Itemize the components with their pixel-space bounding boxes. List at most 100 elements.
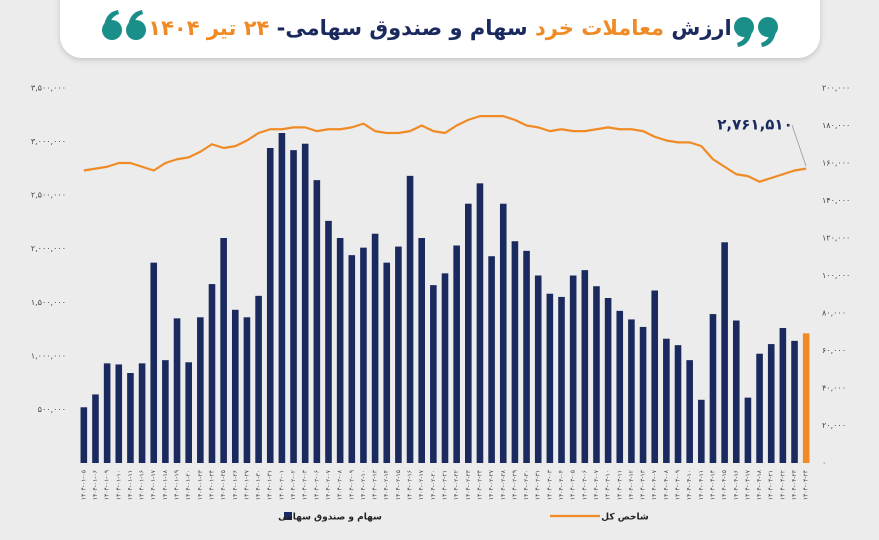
bar	[558, 296, 565, 463]
bar	[103, 363, 111, 463]
x-tick-label: ۱۴۰۴-۰۱-۱۰	[115, 470, 122, 500]
bar	[406, 175, 414, 463]
x-tick-label: ۱۴۰۴-۰۲-۲۹	[511, 470, 518, 500]
bar	[488, 256, 495, 463]
y-tick-label: ۲,۰۰۰,۰۰۰	[31, 244, 66, 253]
bar	[779, 328, 787, 463]
bar	[127, 373, 134, 463]
x-tick-label: ۱۴۰۴-۰۲-۲۰	[430, 470, 437, 500]
x-tick-label: ۱۴۰۴-۰۴-۲۳	[791, 469, 798, 500]
y2-tick-label: ۱۸۰,۰۰۰	[822, 121, 850, 130]
x-tick-label: ۱۴۰۴-۰۲-۲۲	[453, 470, 460, 500]
bar	[371, 233, 379, 463]
bar	[534, 275, 542, 463]
bar	[208, 284, 216, 463]
x-tick-label: ۱۴۰۴-۰۲-۳۰	[523, 470, 530, 500]
bar	[395, 246, 402, 463]
x-tick-label: ۱۴۰۴-۰۴-۱۶	[733, 470, 740, 500]
y2-tick-label: ۶۰,۰۰۰	[822, 346, 846, 355]
bar	[92, 394, 99, 463]
bar	[465, 203, 472, 463]
annotation: ۲,۷۶۱,۵۱۰	[717, 116, 792, 134]
bar	[197, 317, 204, 463]
x-tick-label: ۱۴۰۴-۰۳-۰۷	[593, 469, 600, 500]
x-tick-label: ۱۴۰۴-۰۴-۰۷	[651, 469, 658, 500]
x-tick-label: ۱۴۰۴-۰۳-۰۵	[570, 470, 577, 500]
bar	[663, 338, 670, 463]
bar	[698, 399, 705, 463]
y2-tick-label: ۴۰,۰۰۰	[822, 384, 846, 393]
bar	[266, 148, 274, 463]
legend-label: سهام و صندوق سهامی	[278, 513, 382, 523]
bar	[348, 255, 356, 463]
bar	[744, 397, 752, 463]
bar	[767, 344, 775, 463]
x-tick-label: ۱۴۰۴-۰۲-۰۸	[337, 469, 344, 500]
x-tick-label: ۱۴۰۴-۰۲-۱۷	[418, 469, 425, 500]
x-tick-label: ۱۴۰۴-۰۱-۰۶	[92, 470, 99, 500]
y2-tick-label: ۱۲۰,۰۰۰	[822, 234, 850, 243]
bar	[383, 262, 391, 463]
bar	[651, 290, 659, 463]
bar	[138, 363, 146, 463]
x-tick-label: ۱۴۰۴-۰۲-۲۷	[488, 469, 495, 500]
bar	[231, 309, 239, 463]
x-tick-label: ۱۴۰۴-۰۲-۰۷	[325, 469, 332, 500]
bar	[80, 407, 88, 463]
bar	[546, 293, 554, 463]
bar	[453, 245, 460, 463]
x-tick-label: ۱۴۰۴-۰۴-۲۱	[768, 470, 775, 500]
bar	[162, 360, 169, 463]
x-tick-label: ۱۴۰۴-۰۴-۰۹	[675, 470, 682, 500]
x-tick-label: ۱۴۰۴-۰۴-۱۱	[698, 470, 705, 500]
x-tick-label: ۱۴۰۴-۰۱-۱۱	[127, 470, 134, 500]
bar	[499, 203, 507, 463]
x-tick-label: ۱۴۰۴-۰۲-۰۹	[348, 470, 355, 500]
x-tick-label: ۱۴۰۴-۰۱-۲۳	[197, 469, 204, 500]
x-tick-label: ۱۴۰۴-۰۲-۲۸	[500, 469, 507, 500]
y-tick-label: ۱,۰۰۰,۰۰۰	[31, 351, 66, 360]
y-tick-label: ۲,۵۰۰,۰۰۰	[31, 191, 66, 200]
x-tick-label: ۱۴۰۴-۰۱-۰۵	[80, 470, 87, 500]
bar	[616, 310, 624, 463]
x-tick-label: ۱۴۰۴-۰۳-۱۱	[616, 470, 623, 500]
bar	[278, 133, 286, 463]
bar	[243, 317, 251, 463]
x-tick-label: ۱۴۰۴-۰۲-۱۶	[407, 470, 414, 500]
line	[83, 115, 807, 183]
bar	[418, 238, 425, 463]
bar	[313, 180, 321, 463]
x-tick-label: ۱۴۰۴-۰۳-۰۶	[581, 470, 588, 500]
bar	[430, 285, 437, 463]
x-tick-label: ۱۴۰۴-۰۱-۲۶	[232, 470, 239, 500]
bar	[325, 220, 332, 463]
bar	[628, 319, 635, 463]
x-tick-label: ۱۴۰۴-۰۳-۱۲	[628, 470, 635, 500]
y2-tick-label: ۲۰,۰۰۰	[822, 421, 846, 430]
x-tick-label: ۱۴۰۴-۰۴-۲۲	[779, 470, 786, 500]
bar	[581, 270, 589, 463]
x-tick-label: ۱۴۰۴-۰۳-۱۳	[640, 469, 647, 500]
x-tick-label: ۱۴۰۴-۰۳-۱۰	[605, 470, 612, 500]
y2-tick-label: ۲۰۰,۰۰۰	[822, 84, 850, 93]
title-part: تیر ۱۴۰۴	[148, 16, 243, 40]
title-box	[60, 0, 820, 58]
x-tick-label: ۱۴۰۴-۰۴-۱۴	[709, 470, 716, 500]
legend-swatch	[284, 512, 292, 520]
y2-tick-label: ۸۰,۰۰۰	[822, 309, 846, 318]
bar	[255, 295, 262, 463]
x-tick-label: ۱۴۰۴-۰۲-۰۱	[278, 470, 285, 500]
bar	[756, 353, 763, 463]
x-tick-label: ۱۴۰۴-۰۴-۱۸	[756, 469, 763, 500]
x-tick-label: ۱۴۰۴-۰۳-۰۴	[558, 470, 565, 500]
x-tick-label: ۱۴۰۴-۰۲-۲۴	[476, 470, 483, 500]
x-tick-label: ۱۴۰۴-۰۴-۱۵	[721, 470, 728, 500]
x-tick-label: ۱۴۰۴-۰۱-۳۱	[267, 470, 274, 500]
bar	[593, 286, 600, 463]
x-tick-label: ۱۴۰۴-۰۲-۰۲	[290, 470, 297, 500]
bar	[290, 150, 297, 463]
y2-tick-label: ۱۰۰,۰۰۰	[822, 271, 850, 280]
y-tick-label: ۳,۰۰۰,۰۰۰	[31, 137, 66, 146]
x-tick-label: ۱۴۰۴-۰۱-۱۹	[174, 470, 181, 500]
